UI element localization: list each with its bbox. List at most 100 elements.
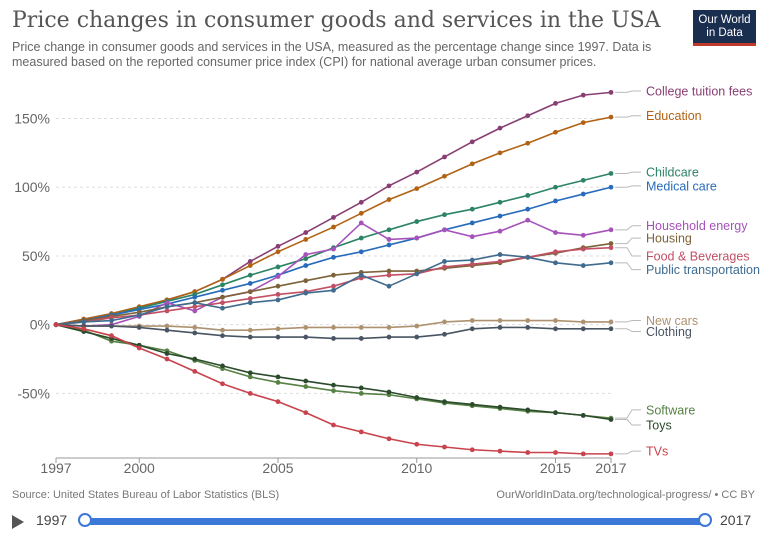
data-point-household-energy[interactable]: [275, 274, 281, 279]
data-point-clothing[interactable]: [275, 334, 281, 340]
data-point-toys[interactable]: [469, 401, 475, 407]
data-point-public-transportation[interactable]: [136, 312, 142, 318]
data-point-new-cars[interactable]: [275, 326, 281, 332]
data-point-childcare[interactable]: [497, 199, 503, 205]
data-point-clothing[interactable]: [580, 326, 586, 332]
data-point-household-energy[interactable]: [580, 232, 586, 238]
data-point-college-tuition-fees[interactable]: [386, 183, 392, 189]
data-point-toys[interactable]: [386, 389, 392, 395]
data-point-education[interactable]: [497, 150, 503, 156]
data-point-tvs[interactable]: [442, 444, 447, 450]
data-point-college-tuition-fees[interactable]: [331, 215, 336, 220]
data-point-college-tuition-fees[interactable]: [497, 125, 503, 131]
data-point-medical-care[interactable]: [580, 191, 586, 197]
data-point-household-energy[interactable]: [331, 246, 336, 252]
data-point-public-transportation[interactable]: [247, 300, 253, 306]
data-point-public-transportation[interactable]: [303, 290, 309, 296]
data-point-clothing[interactable]: [303, 334, 309, 340]
credit-note[interactable]: OurWorldInData.org/technological-progres…: [496, 489, 755, 501]
data-point-toys[interactable]: [358, 385, 364, 391]
data-point-toys[interactable]: [553, 410, 558, 416]
data-point-medical-care[interactable]: [220, 287, 225, 293]
series-label-education[interactable]: Education: [646, 109, 702, 123]
data-point-household-energy[interactable]: [303, 252, 309, 257]
data-point-college-tuition-fees[interactable]: [580, 92, 586, 98]
data-point-new-cars[interactable]: [580, 319, 586, 325]
data-point-childcare[interactable]: [247, 272, 253, 278]
data-point-housing[interactable]: [275, 283, 281, 289]
data-point-college-tuition-fees[interactable]: [247, 259, 253, 264]
data-point-household-energy[interactable]: [414, 235, 420, 241]
data-point-medical-care[interactable]: [192, 294, 198, 300]
data-point-medical-care[interactable]: [331, 254, 336, 260]
data-point-new-cars[interactable]: [220, 327, 225, 333]
data-point-housing[interactable]: [247, 289, 253, 295]
data-point-new-cars[interactable]: [331, 325, 336, 330]
data-point-household-energy[interactable]: [164, 300, 170, 306]
data-point-public-transportation[interactable]: [164, 304, 170, 310]
data-point-tvs[interactable]: [553, 450, 558, 455]
data-point-public-transportation[interactable]: [497, 252, 503, 257]
data-point-toys[interactable]: [331, 382, 336, 388]
series-label-toys[interactable]: Toys: [646, 419, 672, 433]
data-point-software[interactable]: [303, 384, 309, 389]
data-point-food-beverages[interactable]: [497, 259, 503, 264]
data-point-education[interactable]: [275, 249, 281, 255]
data-point-childcare[interactable]: [414, 219, 420, 224]
data-point-tvs[interactable]: [580, 451, 586, 457]
data-point-food-beverages[interactable]: [580, 246, 586, 252]
data-point-medical-care[interactable]: [497, 213, 503, 219]
data-point-software[interactable]: [247, 374, 253, 380]
data-point-clothing[interactable]: [358, 336, 364, 341]
data-point-clothing[interactable]: [525, 325, 531, 330]
data-point-college-tuition-fees[interactable]: [525, 113, 531, 119]
data-point-tvs[interactable]: [220, 381, 225, 387]
data-point-clothing[interactable]: [192, 330, 198, 336]
data-point-new-cars[interactable]: [164, 323, 170, 329]
data-point-college-tuition-fees[interactable]: [358, 199, 364, 205]
source-note[interactable]: Source: United States Bureau of Labor St…: [12, 489, 280, 501]
data-point-clothing[interactable]: [136, 325, 142, 330]
timeline-track[interactable]: [85, 518, 705, 525]
series-label-housing[interactable]: Housing: [646, 232, 692, 246]
data-point-new-cars[interactable]: [497, 318, 503, 323]
data-point-clothing[interactable]: [247, 334, 253, 340]
data-point-clothing[interactable]: [109, 323, 114, 329]
data-point-clothing[interactable]: [608, 326, 614, 332]
data-point-childcare[interactable]: [386, 227, 392, 233]
data-point-public-transportation[interactable]: [469, 257, 475, 263]
data-point-childcare[interactable]: [525, 193, 531, 198]
owid-logo[interactable]: Our World in Data: [693, 10, 756, 46]
data-point-education[interactable]: [247, 263, 253, 268]
data-point-housing[interactable]: [220, 294, 225, 300]
data-point-public-transportation[interactable]: [442, 259, 447, 264]
data-point-household-energy[interactable]: [386, 237, 392, 242]
data-point-household-energy[interactable]: [469, 234, 475, 240]
data-point-new-cars[interactable]: [608, 319, 614, 325]
data-point-tvs[interactable]: [414, 441, 420, 447]
data-point-food-beverages[interactable]: [247, 296, 253, 301]
series-label-food-beverages[interactable]: Food & Beverages: [646, 249, 750, 263]
data-point-education[interactable]: [608, 114, 614, 120]
data-point-tvs[interactable]: [358, 429, 364, 435]
data-point-new-cars[interactable]: [192, 325, 198, 330]
data-point-public-transportation[interactable]: [331, 287, 336, 293]
series-label-public-transportation[interactable]: Public transportation: [646, 263, 760, 277]
data-point-food-beverages[interactable]: [608, 245, 614, 251]
series-label-new-cars[interactable]: New cars: [646, 314, 698, 328]
data-point-food-beverages[interactable]: [220, 300, 225, 306]
data-point-education[interactable]: [386, 197, 392, 202]
data-point-household-energy[interactable]: [358, 220, 364, 226]
data-point-childcare[interactable]: [220, 282, 225, 288]
data-point-new-cars[interactable]: [358, 325, 364, 330]
data-point-toys[interactable]: [497, 404, 503, 410]
data-point-food-beverages[interactable]: [469, 261, 475, 267]
data-point-clothing[interactable]: [469, 326, 475, 332]
data-point-education[interactable]: [580, 120, 586, 126]
data-point-public-transportation[interactable]: [192, 300, 198, 306]
data-point-toys[interactable]: [608, 417, 614, 422]
data-point-public-transportation[interactable]: [275, 297, 281, 303]
data-point-toys[interactable]: [164, 351, 170, 356]
data-point-tvs[interactable]: [386, 436, 392, 442]
data-point-education[interactable]: [553, 129, 558, 135]
